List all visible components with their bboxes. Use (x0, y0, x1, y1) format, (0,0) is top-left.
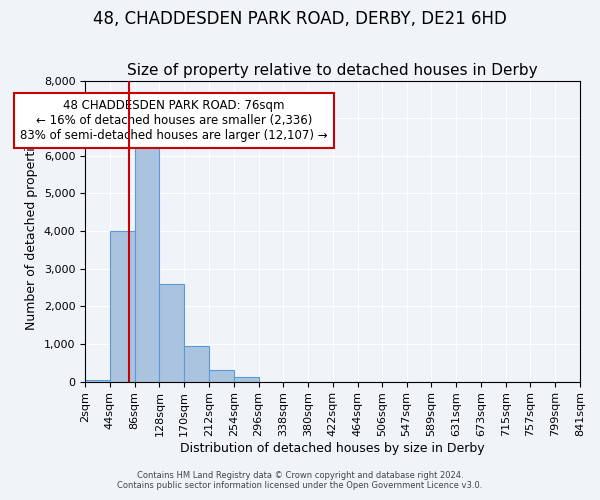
Bar (209, 370, 234, 382)
Bar (85, 380, 110, 382)
Bar (234, 376, 259, 382)
Text: Contains HM Land Registry data © Crown copyright and database right 2024.
Contai: Contains HM Land Registry data © Crown c… (118, 470, 482, 490)
Bar (184, 346, 209, 382)
Bar (134, 133, 160, 382)
Bar (110, 231, 134, 382)
Y-axis label: Number of detached properties: Number of detached properties (25, 132, 38, 330)
X-axis label: Distribution of detached houses by size in Derby: Distribution of detached houses by size … (180, 442, 485, 455)
Bar (160, 284, 184, 382)
Text: 48 CHADDESDEN PARK ROAD: 76sqm
← 16% of detached houses are smaller (2,336)
83% : 48 CHADDESDEN PARK ROAD: 76sqm ← 16% of … (20, 98, 328, 142)
Title: Size of property relative to detached houses in Derby: Size of property relative to detached ho… (127, 63, 538, 78)
Text: 48, CHADDESDEN PARK ROAD, DERBY, DE21 6HD: 48, CHADDESDEN PARK ROAD, DERBY, DE21 6H… (93, 10, 507, 28)
